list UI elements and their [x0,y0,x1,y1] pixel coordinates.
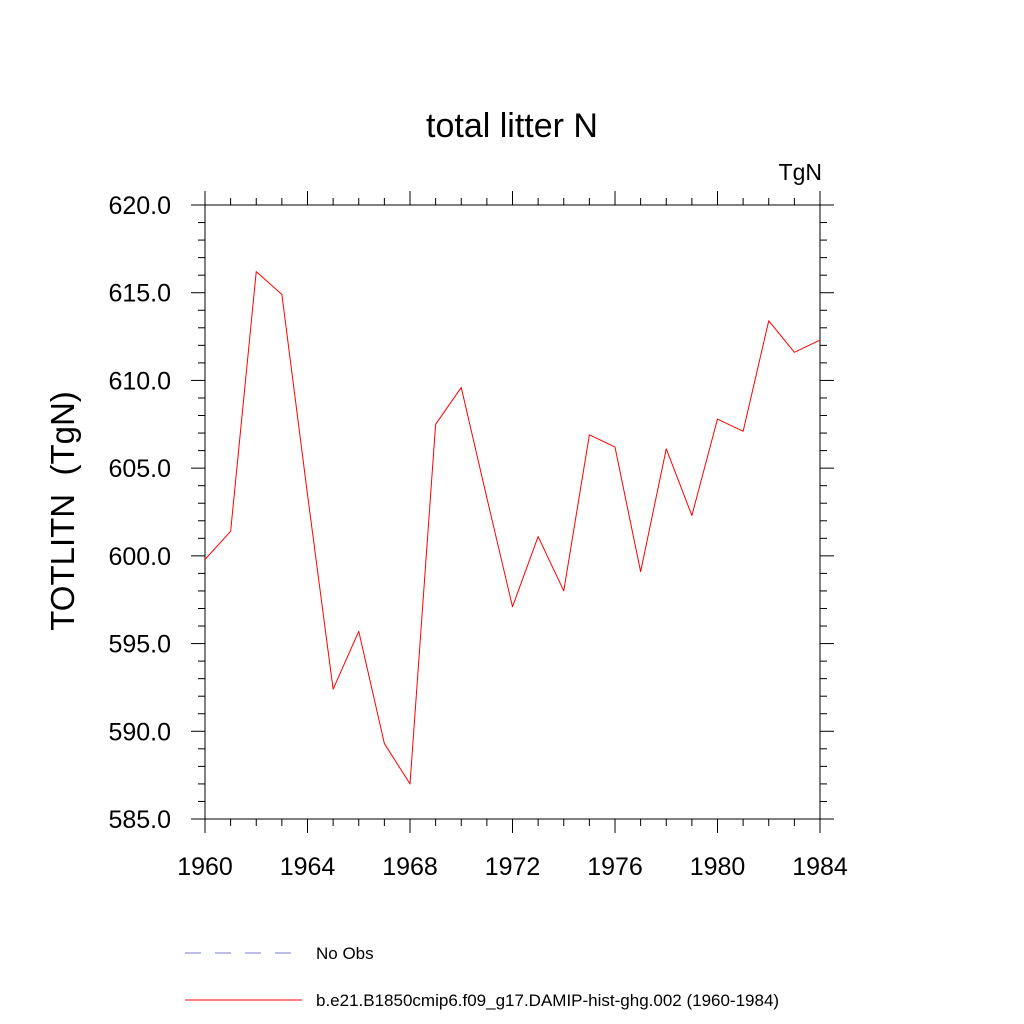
y-tick-label: 595.0 [108,631,171,659]
x-tick-label: 1980 [690,853,746,881]
legend-label-hist-ghg: b.e21.B1850cmip6.f09_g17.DAMIP-hist-ghg.… [316,991,779,1010]
y-tick-label: 615.0 [108,280,171,308]
x-axis-tick-labels: 1960 1964 1968 1972 1976 1980 1984 [177,853,848,881]
series-line-hist-ghg [204,271,821,785]
units-label: TgN [779,159,822,185]
x-tick-label: 1960 [177,853,233,881]
x-tick-label: 1964 [280,853,336,881]
x-tick-label: 1968 [382,853,438,881]
series-lines [204,271,821,785]
axis-ticks [191,191,834,833]
legend: No Obs b.e21.B1850cmip6.f09_g17.DAMIP-hi… [185,944,779,1010]
chart-title: total litter N [426,107,598,145]
x-tick-label: 1976 [587,853,643,881]
y-tick-label: 600.0 [108,543,171,571]
y-axis-label: TOTLITN (TgN) [44,391,81,631]
y-tick-label: 610.0 [108,367,171,395]
y-tick-label: 620.0 [108,192,171,220]
y-tick-label: 605.0 [108,455,171,483]
x-tick-label: 1972 [485,853,541,881]
y-tick-label: 590.0 [108,718,171,746]
y-axis-tick-labels: 585.0 590.0 595.0 600.0 605.0 610.0 615.0 620.0 [108,192,171,834]
legend-label-no-obs: No Obs [316,944,374,963]
plot-frame [204,204,821,820]
y-tick-label: 585.0 [108,806,171,834]
x-tick-label: 1984 [792,853,848,881]
